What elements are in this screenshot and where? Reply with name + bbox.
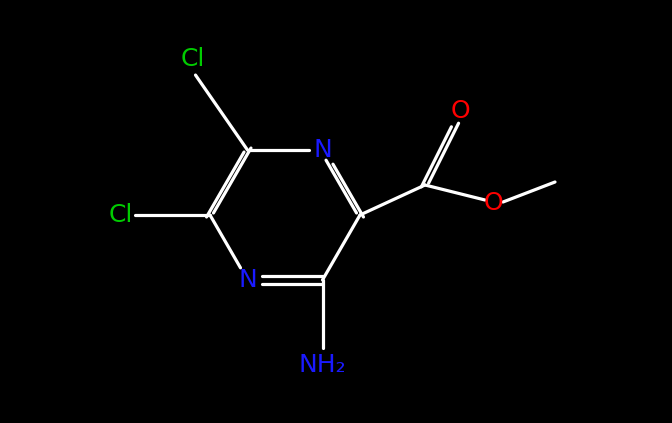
Text: NH₂: NH₂ — [298, 353, 346, 377]
Text: O: O — [450, 99, 470, 123]
Text: Cl: Cl — [109, 203, 133, 227]
Text: Cl: Cl — [180, 47, 205, 71]
Text: N: N — [238, 268, 257, 292]
Text: N: N — [313, 138, 332, 162]
Text: O: O — [483, 191, 503, 215]
